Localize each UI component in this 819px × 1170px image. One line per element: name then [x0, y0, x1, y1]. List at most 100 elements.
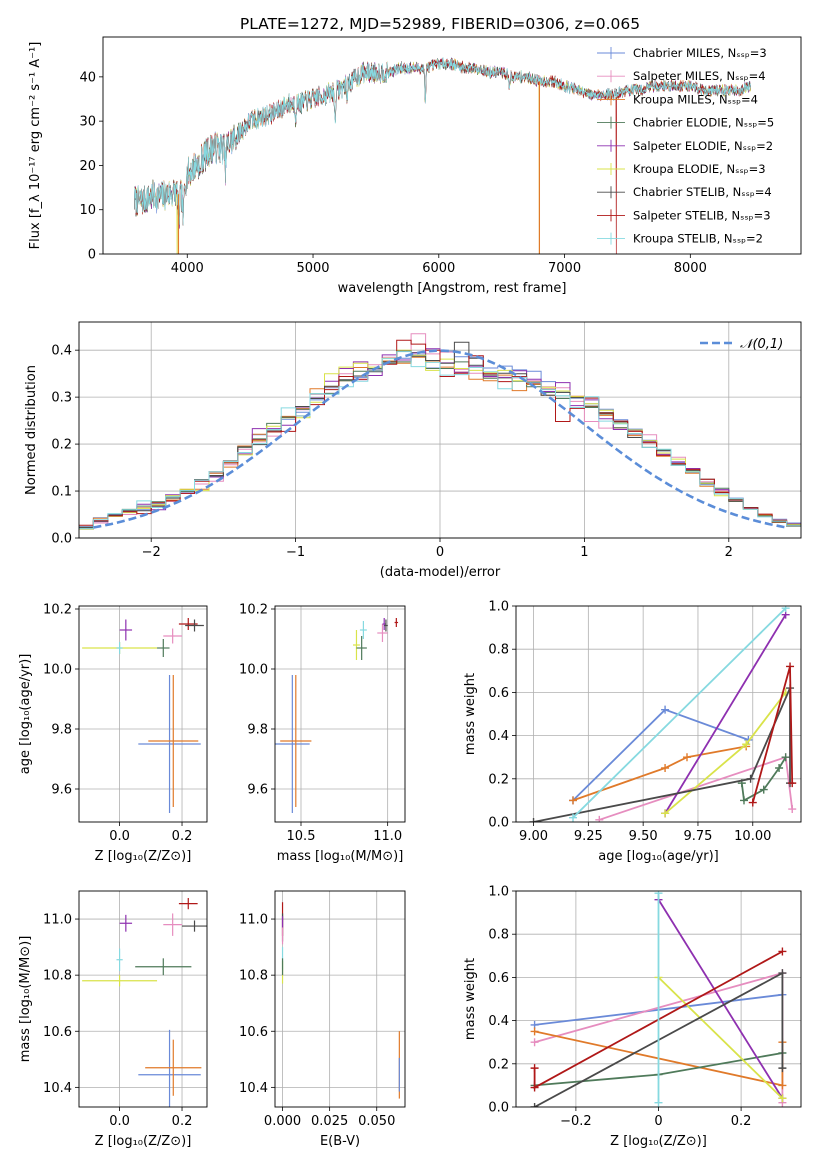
y-tick-label: 0.4 — [488, 1014, 509, 1029]
y-tick-label: 30 — [79, 115, 96, 130]
y-tick-label: 10.8 — [43, 969, 72, 984]
legend-label: Chabrier STELIB, Nₛₛₚ=4 — [633, 185, 772, 199]
y-tick-label: 0.4 — [51, 344, 72, 359]
x-tick-label: 10.5 — [287, 829, 316, 844]
weight-series-line — [664, 691, 787, 815]
weight-point-marker — [683, 753, 691, 762]
y-axis-label: age [log₁₀(age/yr)] — [18, 654, 33, 775]
legend-label: Kroupa ELODIE, Nₛₛₚ=3 — [633, 162, 766, 176]
x-tick-label: 0.0 — [109, 1114, 130, 1129]
x-tick-label: 0.2 — [731, 1114, 752, 1129]
y-tick-label: 10 — [79, 203, 96, 218]
legend-label: Salpeter ELODIE, Nₛₛₚ=2 — [633, 139, 773, 153]
x-axis-label: (data-model)/error — [380, 565, 501, 580]
plot-area-weight-vs-age — [529, 606, 797, 822]
y-tick-label: 0.3 — [51, 391, 72, 406]
weight-point-marker — [530, 1027, 539, 1036]
weight-series-line — [533, 687, 791, 822]
panel-spectrum: 4000 5000 6000 7000 8000 0 10 20 30 40 wavelength … — [28, 36, 802, 296]
panel-weight-vs-Z: −0.2 0 0.2 0.0 0.2 0.4 0.6 0.8 1.0 Z [log₁₀(Z/Z⊙)… — [463, 885, 802, 1149]
weight-point-marker — [654, 1098, 663, 1107]
weight-point-marker — [778, 947, 787, 956]
y-tick-label: 0.2 — [488, 772, 509, 787]
y-tick-label: 11.0 — [239, 913, 268, 928]
weight-point-marker — [569, 813, 577, 822]
y-axis-label: mass weight — [463, 673, 478, 755]
y-tick-label: 10.2 — [239, 603, 268, 618]
weight-point-marker — [778, 1081, 787, 1090]
x-tick-label: 4000 — [171, 261, 204, 276]
weight-series-line — [657, 976, 784, 1100]
weight-series-line — [572, 708, 749, 802]
plot-area-spectrum — [134, 57, 751, 254]
weight-point-marker — [661, 705, 670, 714]
y-tick-label: 10.4 — [43, 1081, 72, 1096]
panel-residuals: −2 −1 0 1 2 0.0 0.1 0.2 0.3 0.4 (data-model)/error… — [24, 321, 802, 580]
y-tick-label: 0.2 — [51, 438, 72, 453]
y-tick-label: 9.6 — [51, 783, 72, 798]
y-tick-label: 0.0 — [51, 532, 72, 547]
x-axis-label: age [log₁₀(age/yr)] — [598, 849, 719, 864]
x-axis-label: Z [log₁₀(Z/Z⊙)] — [610, 1134, 707, 1149]
x-tick-label: −1 — [286, 545, 305, 560]
weight-point-marker — [778, 1064, 787, 1073]
weight-point-marker — [781, 753, 790, 762]
x-tick-label: 11.0 — [373, 829, 402, 844]
weight-point-marker — [595, 815, 604, 822]
axes-frame — [78, 321, 802, 539]
legend-label: Salpeter MILES, Nₛₛₚ=4 — [633, 69, 766, 83]
panel-age-vs-Z: 0.0 0.2 9.6 9.8 10.0 10.2 Z [log₁₀(Z/Z⊙)] age [… — [18, 603, 208, 864]
y-tick-label: 0.6 — [488, 971, 509, 986]
x-tick-label: 6000 — [422, 261, 455, 276]
x-tick-label: −2 — [142, 545, 161, 560]
y-axis-label: Normed distribution — [24, 365, 39, 495]
x-tick-label: 7000 — [548, 261, 581, 276]
weight-point-marker — [569, 796, 577, 805]
x-tick-label: 0.050 — [358, 1114, 395, 1129]
weight-point-marker — [529, 818, 538, 822]
weight-series-line — [572, 745, 747, 802]
weight-point-marker — [788, 779, 797, 788]
x-tick-label: 1 — [580, 545, 588, 560]
y-axis-label: mass weight — [463, 958, 478, 1040]
weight-point-marker — [742, 740, 751, 749]
axes-frame — [274, 605, 406, 823]
x-tick-label: 0 — [436, 545, 444, 560]
axes-frame — [78, 605, 208, 823]
y-axis-label: Flux [f_λ 10⁻¹⁷ erg cm⁻² s⁻¹ A⁻¹] — [28, 42, 43, 250]
x-tick-label: 0 — [654, 1114, 662, 1129]
y-tick-label: 1.0 — [488, 885, 509, 900]
y-tick-label: 20 — [79, 159, 96, 174]
y-tick-label: 10.8 — [239, 969, 268, 984]
x-axis-label: Z [log₁₀(Z/Z⊙)] — [95, 1134, 192, 1149]
x-tick-label: 9.50 — [629, 829, 658, 844]
plot-area-age-vs-Z — [82, 618, 204, 813]
weight-point-marker — [759, 785, 768, 794]
x-tick-label: 9.00 — [519, 829, 548, 844]
y-tick-label: 9.8 — [51, 723, 72, 738]
legend-label: Chabrier MILES, Nₛₛₚ=3 — [633, 46, 767, 60]
y-tick-label: 0.8 — [488, 928, 509, 943]
x-tick-label: −0.2 — [560, 1114, 592, 1129]
x-tick-label: 0.025 — [311, 1114, 348, 1129]
y-tick-label: 10.0 — [43, 663, 72, 678]
legend-label: Kroupa STELIB, Nₛₛₚ=2 — [633, 232, 763, 246]
weight-point-marker — [788, 805, 797, 814]
y-tick-label: 10.6 — [239, 1025, 268, 1040]
legend-label: Kroupa MILES, Nₛₛₚ=4 — [633, 92, 758, 106]
plot-area-mass-vs-Z — [82, 898, 207, 1107]
y-tick-label: 0 — [88, 248, 96, 263]
weight-series-line — [572, 607, 787, 819]
x-tick-label: 0.2 — [172, 1114, 193, 1129]
weight-point-marker — [748, 798, 757, 807]
figure-title: PLATE=1272, MJD=52989, FIBERID=0306, z=0… — [240, 15, 640, 33]
plot-area-residuals — [79, 333, 801, 530]
weight-series-line — [664, 614, 787, 814]
x-tick-label: 2 — [725, 545, 733, 560]
x-tick-label: 5000 — [296, 261, 329, 276]
x-tick-label: 9.25 — [574, 829, 603, 844]
histogram-series-step — [79, 351, 801, 530]
weight-point-marker — [778, 1094, 787, 1103]
weight-point-marker — [530, 1038, 539, 1047]
weight-series-line — [751, 666, 794, 803]
